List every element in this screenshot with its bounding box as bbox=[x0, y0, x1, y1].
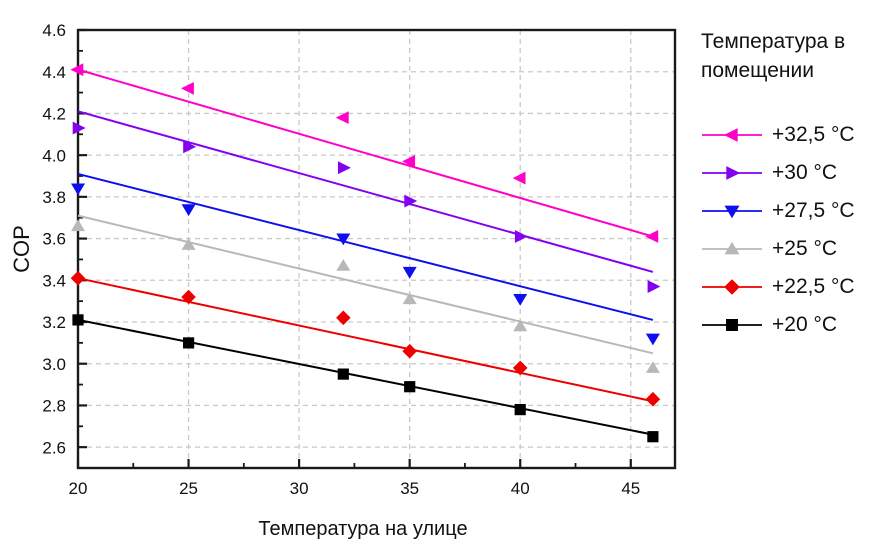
x-tick-label: 35 bbox=[400, 479, 419, 498]
legend-title: Температура в помещении bbox=[701, 30, 846, 82]
data-point-marker bbox=[645, 333, 660, 346]
data-point-marker bbox=[404, 194, 418, 208]
y-axis-title: COP bbox=[9, 225, 34, 273]
data-point-marker bbox=[71, 183, 85, 196]
legend-item-label: +20 °C bbox=[772, 312, 838, 336]
data-point-marker bbox=[72, 121, 86, 135]
y-tick-label: 3.4 bbox=[42, 271, 66, 290]
legend-item-label: +32,5 °C bbox=[772, 122, 855, 146]
data-point-marker bbox=[512, 171, 526, 185]
data-point-marker bbox=[402, 343, 417, 359]
y-tick-label: 4.6 bbox=[42, 21, 66, 40]
data-point-marker bbox=[402, 155, 415, 168]
legend-item: +20 °C bbox=[701, 306, 867, 344]
data-point-marker bbox=[645, 230, 659, 243]
axis-frame bbox=[76, 28, 677, 470]
data-point-marker bbox=[71, 219, 85, 232]
y-tick-label: 2.8 bbox=[42, 397, 66, 416]
data-point-marker bbox=[513, 294, 528, 306]
data-point-marker bbox=[514, 230, 528, 243]
y-tick-label: 4.2 bbox=[42, 105, 66, 124]
legend-item: +27,5 °C bbox=[701, 192, 867, 230]
data-point-marker bbox=[335, 111, 349, 124]
data-point-marker bbox=[72, 314, 84, 326]
data-point-marker bbox=[647, 431, 659, 443]
legend-item-label: +27,5 °C bbox=[772, 198, 855, 222]
data-point-marker bbox=[181, 82, 194, 95]
x-tick-label: 45 bbox=[621, 479, 640, 498]
legend-item: +25 °C bbox=[701, 230, 867, 268]
data-point-marker bbox=[181, 289, 196, 305]
data-point-marker bbox=[402, 266, 417, 279]
legend-marker-icon bbox=[702, 128, 762, 142]
y-tick-label: 3.2 bbox=[42, 313, 66, 332]
data-point-marker bbox=[645, 361, 660, 373]
legend-item: +32,5 °C bbox=[701, 116, 867, 154]
data-point-marker bbox=[336, 259, 351, 271]
data-point-marker bbox=[183, 337, 195, 349]
legend-marker-icon bbox=[702, 205, 762, 219]
legend-marker-icon bbox=[702, 166, 762, 180]
x-tick-label: 25 bbox=[179, 479, 198, 498]
y-tick-label: 4.4 bbox=[42, 63, 66, 82]
y-tick-label: 3.6 bbox=[42, 230, 66, 249]
data-point-marker bbox=[645, 391, 661, 407]
legend-item: +22,5 °C bbox=[701, 268, 867, 306]
data-point-marker bbox=[512, 360, 528, 376]
legend-items: +32,5 °C +30 °C +27,5 °C +25 °C +22,5 °C +20 … bbox=[701, 116, 867, 344]
data-point-marker bbox=[70, 270, 86, 286]
data-point-marker bbox=[181, 204, 196, 217]
data-point-marker bbox=[183, 140, 197, 154]
trend-line bbox=[77, 172, 654, 321]
data-point-marker bbox=[514, 404, 526, 416]
data-point-marker bbox=[336, 310, 351, 326]
data-point-marker bbox=[337, 368, 349, 380]
y-tick-label: 3.0 bbox=[42, 355, 66, 374]
x-tick-label: 40 bbox=[511, 479, 530, 498]
data-point-marker bbox=[402, 292, 417, 305]
data-point-marker bbox=[181, 238, 196, 250]
data-point-marker bbox=[513, 319, 528, 332]
legend: Температура в помещении +32,5 °C +30 °C +2… bbox=[701, 28, 867, 344]
data-point-marker bbox=[336, 233, 351, 246]
legend-marker-icon bbox=[702, 279, 762, 295]
y-tick-label: 3.8 bbox=[42, 188, 66, 207]
x-axis-title: Температура на улице bbox=[258, 518, 468, 540]
trend-line bbox=[77, 68, 654, 238]
legend-marker-icon bbox=[702, 318, 762, 331]
data-point-marker bbox=[338, 161, 351, 175]
trend-line bbox=[77, 277, 654, 403]
trend-line bbox=[77, 110, 654, 273]
trend-line bbox=[77, 318, 654, 436]
legend-marker-icon bbox=[702, 241, 762, 255]
y-tick-label: 2.6 bbox=[42, 438, 66, 457]
y-tick-label: 4.0 bbox=[42, 146, 66, 165]
legend-item-label: +25 °C bbox=[772, 236, 838, 260]
data-point-marker bbox=[404, 381, 416, 393]
trend-line bbox=[77, 214, 654, 355]
x-tick-label: 20 bbox=[69, 479, 88, 498]
legend-item-label: +30 °C bbox=[772, 160, 838, 184]
x-tick-label: 30 bbox=[290, 479, 309, 498]
data-point-marker bbox=[70, 63, 84, 77]
data-point-marker bbox=[647, 280, 661, 293]
legend-item: +30 °C bbox=[701, 154, 867, 192]
legend-item-label: +22,5 °C bbox=[772, 274, 855, 298]
